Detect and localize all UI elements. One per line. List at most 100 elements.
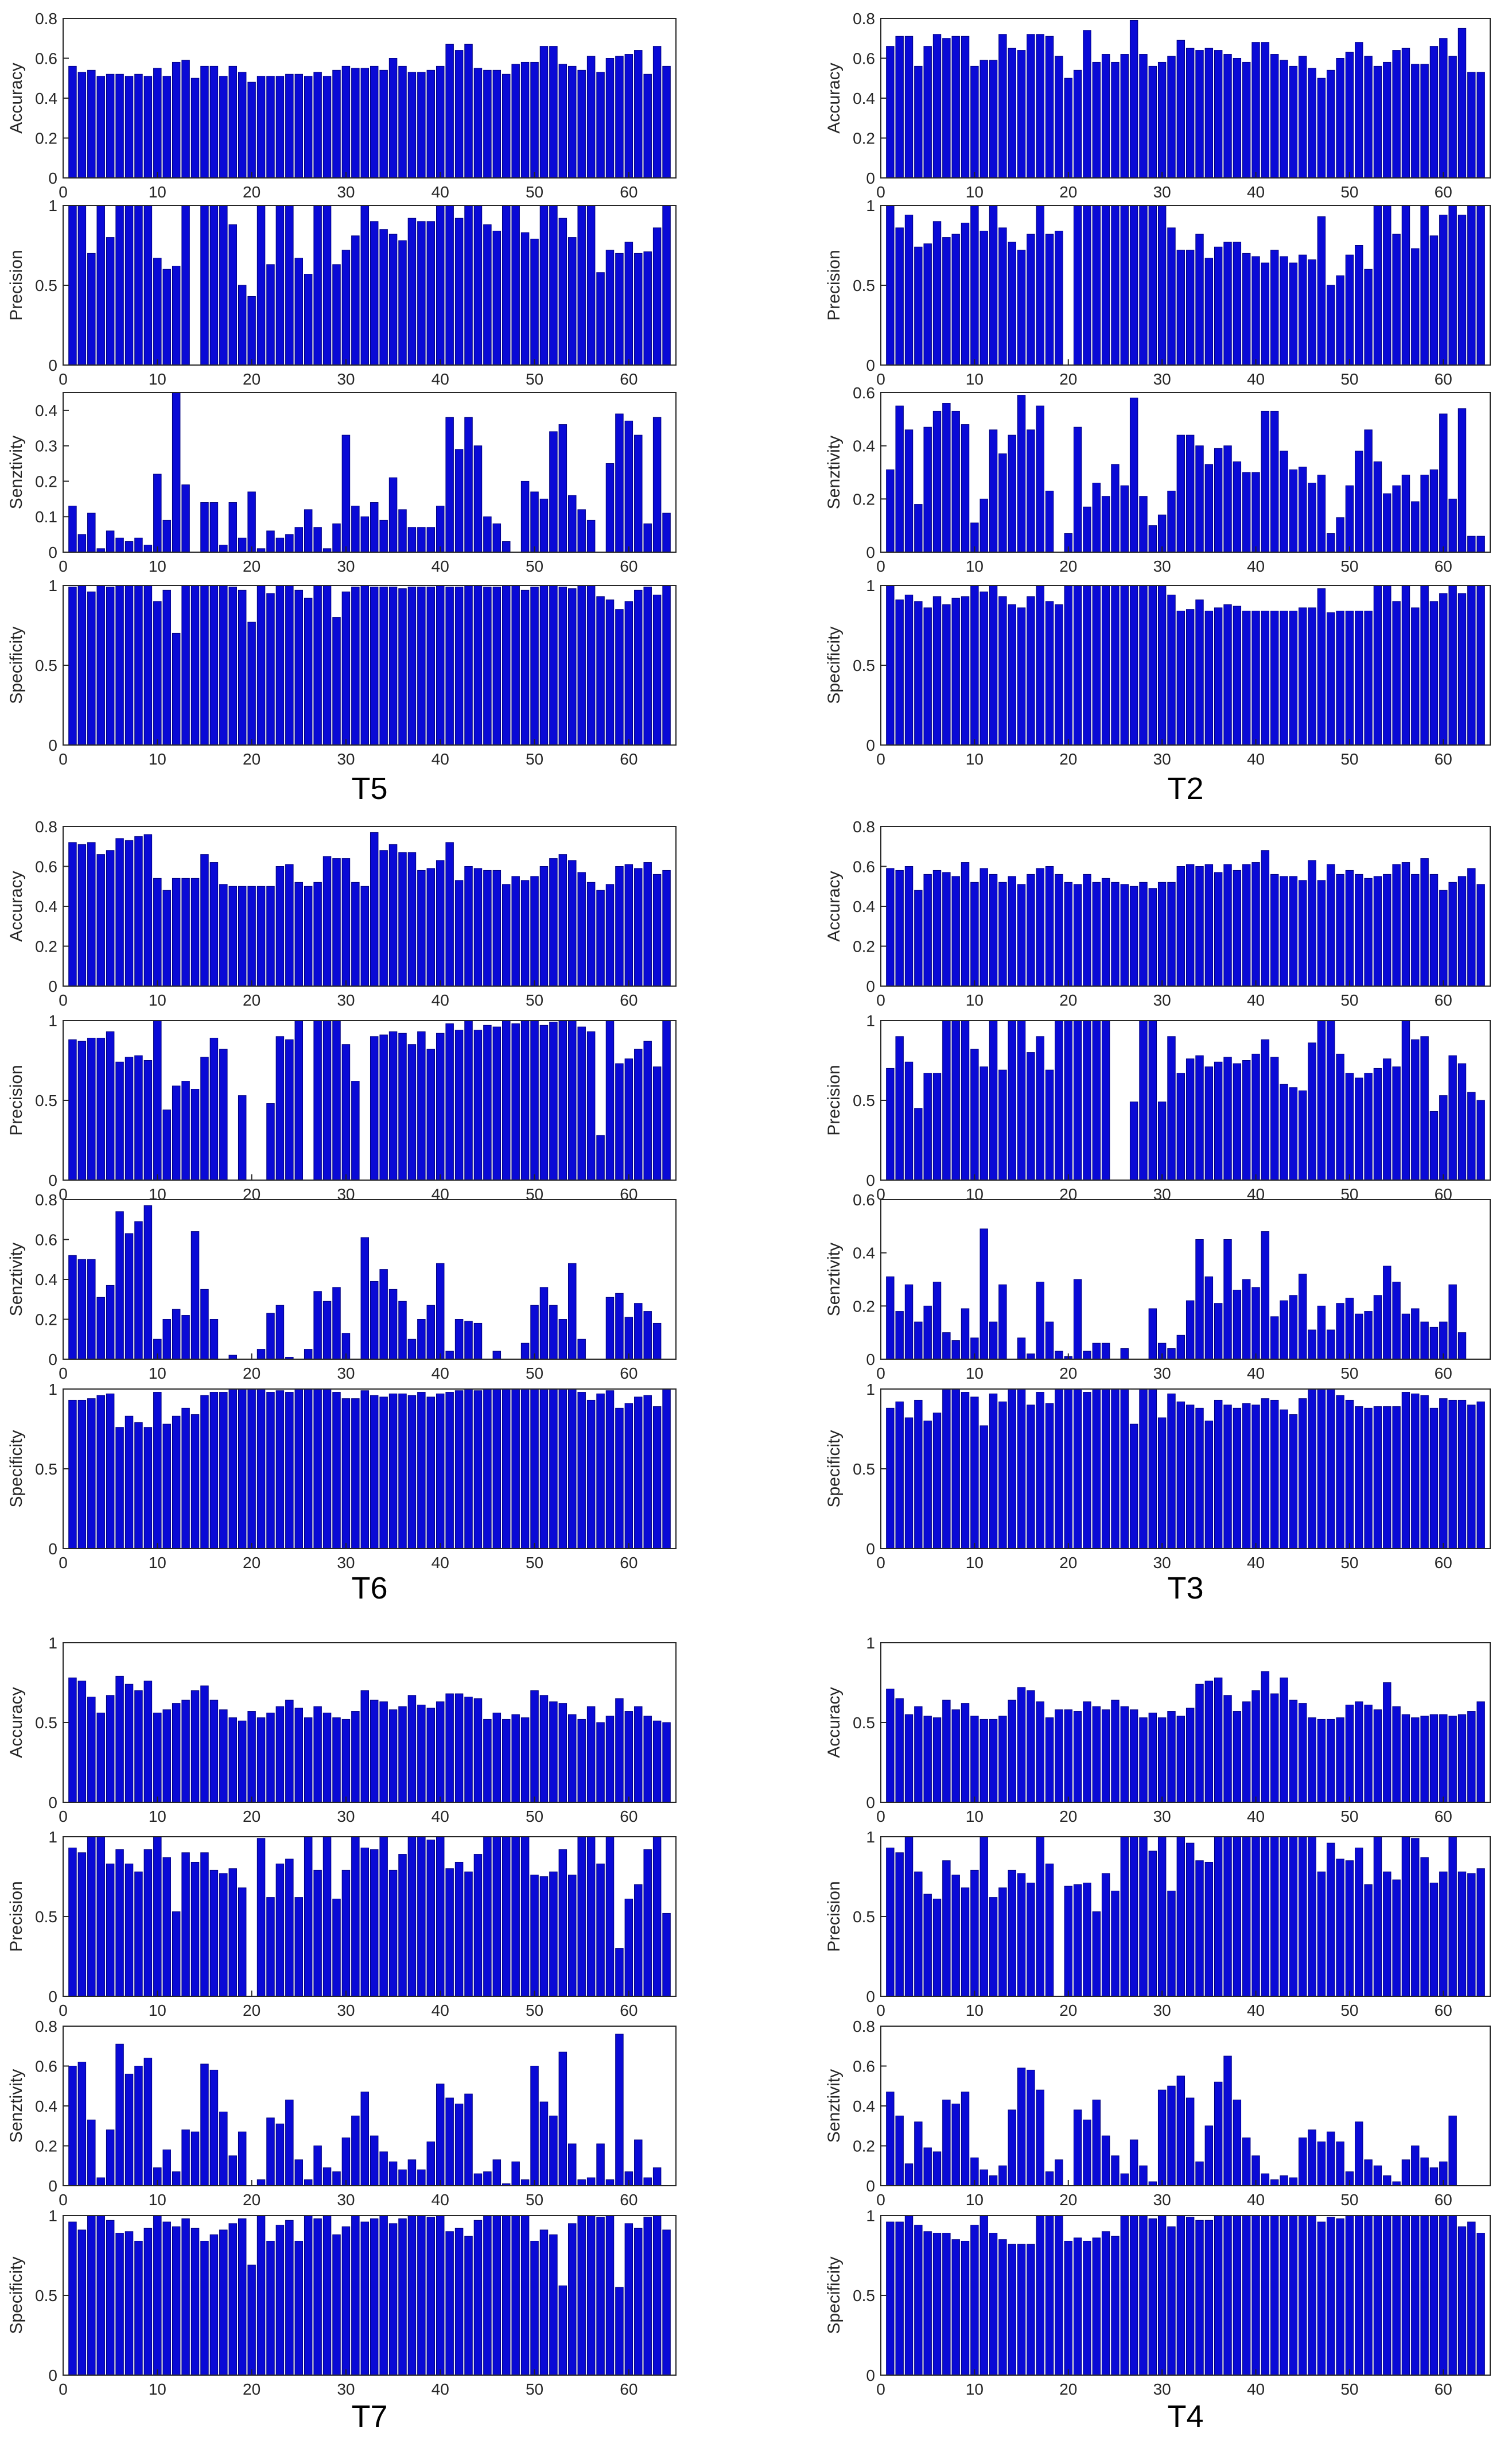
bar xyxy=(596,72,605,179)
bar xyxy=(1055,1351,1063,1360)
bar xyxy=(914,2225,923,2376)
bar xyxy=(1129,886,1138,987)
x-tick-label: 0 xyxy=(59,1185,68,1203)
bar xyxy=(1317,880,1326,987)
bar xyxy=(1317,1871,1326,1997)
bar xyxy=(643,73,652,179)
bar xyxy=(172,61,181,179)
bar xyxy=(1364,1884,1373,1997)
bar xyxy=(904,2215,914,2376)
bar xyxy=(417,1704,426,1803)
bar xyxy=(304,1836,313,1997)
x-tick-label: 20 xyxy=(243,1364,261,1382)
bar xyxy=(1092,1020,1101,1181)
bar xyxy=(181,1700,190,1803)
bar xyxy=(398,1301,407,1360)
bar xyxy=(652,1406,662,1549)
bar xyxy=(1176,2076,1185,2186)
bar xyxy=(1261,1671,1270,1803)
bar xyxy=(219,585,228,746)
bar xyxy=(577,872,586,987)
x-tick-label: 40 xyxy=(1247,1807,1265,1825)
bar xyxy=(1355,451,1363,553)
bar xyxy=(1364,56,1373,179)
bar xyxy=(1345,1297,1354,1360)
y-axis-label: Senztivity xyxy=(7,1243,26,1316)
bar xyxy=(634,2139,643,2186)
bar xyxy=(219,1049,228,1181)
bar xyxy=(558,1388,568,1549)
bar xyxy=(1439,413,1448,553)
bar xyxy=(1261,1231,1270,1360)
bar xyxy=(961,1020,970,1181)
bar xyxy=(634,1884,643,1997)
bar xyxy=(511,205,520,366)
bar xyxy=(1467,1405,1476,1549)
x-tick-label: 0 xyxy=(876,2380,885,2398)
bar xyxy=(172,1309,181,1360)
bar xyxy=(1299,254,1307,366)
bar xyxy=(1439,2215,1448,2376)
bar xyxy=(1448,205,1457,366)
x-tick-label: 50 xyxy=(526,183,543,201)
bar xyxy=(615,1063,624,1181)
bar xyxy=(511,2161,520,2186)
bar xyxy=(914,890,923,987)
bar xyxy=(1045,36,1054,179)
y-tick-label: 0 xyxy=(866,1351,875,1368)
x-tick-label: 0 xyxy=(876,2001,885,2019)
x-tick-label: 0 xyxy=(59,1807,68,1825)
bar xyxy=(483,516,492,553)
bar xyxy=(68,1255,77,1360)
bar xyxy=(1242,1403,1251,1549)
bar xyxy=(1242,610,1251,746)
x-tick-label: 50 xyxy=(1340,183,1358,201)
y-tick-label: 0.2 xyxy=(853,938,875,956)
bar xyxy=(191,585,200,746)
bar xyxy=(1383,493,1391,553)
x-tick-label: 0 xyxy=(59,750,68,768)
bar xyxy=(605,2179,615,2186)
bar xyxy=(436,585,445,746)
bar xyxy=(1429,469,1439,553)
bar xyxy=(304,1349,313,1360)
bar xyxy=(1280,1409,1288,1549)
bar xyxy=(1270,1316,1279,1360)
bar xyxy=(1185,1405,1195,1549)
bar xyxy=(426,1305,436,1360)
bar xyxy=(436,2215,445,2376)
bar xyxy=(1392,50,1401,179)
bar xyxy=(266,1392,275,1549)
bar xyxy=(652,417,662,553)
y-tick-label: 0.4 xyxy=(853,90,875,107)
bar xyxy=(1204,1681,1214,1803)
bar xyxy=(153,68,162,179)
bar xyxy=(407,1339,417,1360)
bar xyxy=(96,1395,105,1549)
bar xyxy=(1392,234,1401,366)
bar xyxy=(1251,862,1260,987)
bar xyxy=(1148,2218,1157,2376)
bar xyxy=(87,1836,96,1997)
bar xyxy=(998,1069,1007,1181)
bar xyxy=(951,598,960,746)
y-tick-label: 0 xyxy=(48,356,57,374)
x-tick-label: 10 xyxy=(966,1185,984,1203)
bar xyxy=(1101,2135,1110,2186)
bar xyxy=(1373,1295,1382,1360)
x-tick-label: 30 xyxy=(337,183,355,201)
bar xyxy=(1008,1388,1016,1549)
bar xyxy=(586,2177,596,2186)
bar xyxy=(1008,242,1016,366)
bar xyxy=(914,1871,923,1997)
bar xyxy=(1401,205,1410,366)
bar xyxy=(77,1259,87,1360)
bar xyxy=(134,1871,143,1997)
x-tick-label: 50 xyxy=(1340,2191,1358,2209)
y-axis-label: Senztivity xyxy=(825,436,844,509)
bar xyxy=(1073,1020,1082,1181)
y-tick-label: 0.2 xyxy=(35,130,57,148)
bar xyxy=(436,1263,445,1360)
bar xyxy=(1373,585,1382,746)
